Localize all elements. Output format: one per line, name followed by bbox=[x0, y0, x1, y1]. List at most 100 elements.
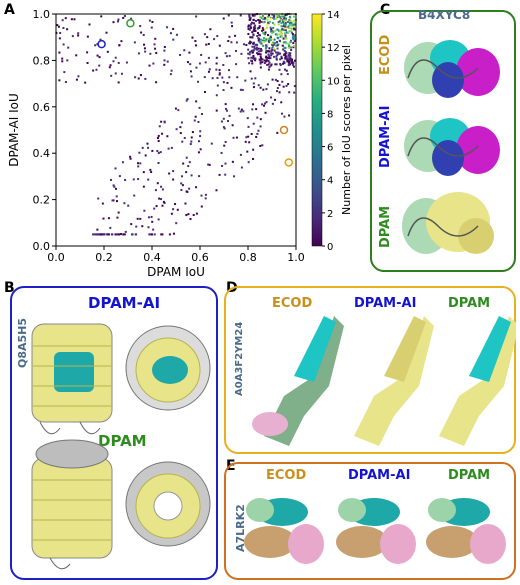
data-point bbox=[168, 172, 171, 175]
data-point bbox=[275, 63, 278, 66]
data-point bbox=[153, 233, 156, 236]
data-point bbox=[139, 217, 142, 220]
data-point bbox=[114, 56, 117, 59]
data-point bbox=[150, 215, 153, 218]
data-point bbox=[161, 204, 164, 207]
data-point bbox=[151, 220, 154, 223]
data-point bbox=[256, 27, 259, 30]
data-point bbox=[251, 31, 254, 34]
data-point bbox=[289, 52, 292, 55]
data-point bbox=[198, 106, 201, 109]
data-point bbox=[154, 189, 157, 192]
data-point bbox=[215, 68, 218, 71]
data-point bbox=[123, 15, 126, 18]
data-point bbox=[290, 61, 293, 64]
data-point bbox=[215, 62, 218, 65]
data-point bbox=[117, 20, 120, 23]
data-point bbox=[179, 132, 182, 135]
data-point bbox=[274, 29, 277, 32]
data-point bbox=[249, 51, 252, 54]
data-point bbox=[293, 35, 296, 38]
data-point bbox=[144, 77, 147, 80]
data-point bbox=[259, 62, 262, 65]
data-point bbox=[207, 42, 210, 45]
data-point bbox=[273, 43, 276, 46]
data-point bbox=[143, 43, 146, 46]
data-point bbox=[264, 102, 267, 105]
data-point bbox=[117, 81, 120, 84]
data-point bbox=[294, 34, 297, 37]
data-point bbox=[210, 142, 213, 145]
data-point bbox=[194, 115, 197, 118]
data-point bbox=[272, 31, 275, 34]
data-point bbox=[98, 56, 101, 59]
data-point bbox=[277, 51, 280, 54]
data-point bbox=[274, 98, 277, 101]
data-point bbox=[256, 53, 259, 56]
data-point bbox=[282, 21, 285, 24]
data-point bbox=[146, 142, 149, 145]
data-point bbox=[88, 23, 91, 26]
data-point bbox=[280, 57, 283, 60]
data-point bbox=[247, 135, 250, 138]
data-point bbox=[197, 140, 200, 143]
panel-d-ecod-label: ECOD bbox=[272, 296, 313, 311]
data-point bbox=[106, 50, 109, 53]
data-point bbox=[185, 156, 188, 159]
data-point bbox=[290, 22, 293, 25]
data-point bbox=[152, 228, 155, 231]
data-point bbox=[138, 151, 141, 154]
data-point bbox=[224, 162, 227, 165]
data-point bbox=[187, 165, 190, 168]
panel-e-structure-ecod bbox=[244, 498, 324, 564]
data-point bbox=[269, 36, 272, 39]
data-point bbox=[279, 15, 282, 18]
data-point bbox=[268, 66, 271, 69]
data-point bbox=[277, 15, 280, 18]
colorbar-tick-label: 14 bbox=[327, 10, 340, 21]
data-point bbox=[227, 14, 230, 17]
data-point bbox=[268, 55, 271, 58]
data-point bbox=[155, 205, 158, 208]
data-point bbox=[266, 43, 269, 46]
data-point bbox=[249, 26, 252, 29]
data-point bbox=[262, 17, 265, 20]
data-point bbox=[274, 41, 277, 44]
data-point bbox=[120, 40, 123, 43]
data-point bbox=[200, 205, 203, 208]
data-point bbox=[187, 213, 190, 216]
data-point bbox=[124, 179, 127, 182]
data-point bbox=[257, 47, 260, 50]
data-point bbox=[283, 23, 286, 26]
panel-b-barrel-top-side bbox=[31, 323, 113, 435]
data-point bbox=[248, 53, 251, 56]
data-point bbox=[239, 153, 242, 156]
data-point bbox=[270, 96, 273, 99]
colorbar-tick-label: 8 bbox=[327, 109, 333, 120]
data-point bbox=[273, 38, 276, 41]
data-point bbox=[143, 47, 146, 50]
data-point bbox=[203, 33, 206, 36]
data-point bbox=[149, 168, 152, 171]
data-point bbox=[252, 22, 255, 25]
data-point bbox=[77, 34, 80, 37]
panel-d-dpamai-label: DPAM-AI bbox=[354, 296, 417, 311]
data-point bbox=[280, 28, 283, 31]
data-point bbox=[61, 60, 64, 63]
data-point bbox=[114, 167, 117, 170]
data-point bbox=[248, 18, 251, 21]
data-point bbox=[64, 17, 67, 20]
y-tick-label: 0.4 bbox=[33, 147, 51, 160]
data-point bbox=[123, 202, 126, 205]
data-point bbox=[114, 72, 117, 75]
data-point bbox=[292, 34, 295, 37]
data-point bbox=[254, 57, 257, 60]
panel-b-bottom-label: DPAM bbox=[98, 432, 147, 450]
data-point bbox=[153, 43, 156, 46]
data-point bbox=[252, 86, 255, 89]
data-point bbox=[58, 51, 61, 54]
data-point bbox=[275, 57, 278, 60]
panel-b-barrel-top-view bbox=[125, 325, 211, 411]
data-point bbox=[265, 44, 268, 47]
data-point bbox=[289, 19, 292, 22]
